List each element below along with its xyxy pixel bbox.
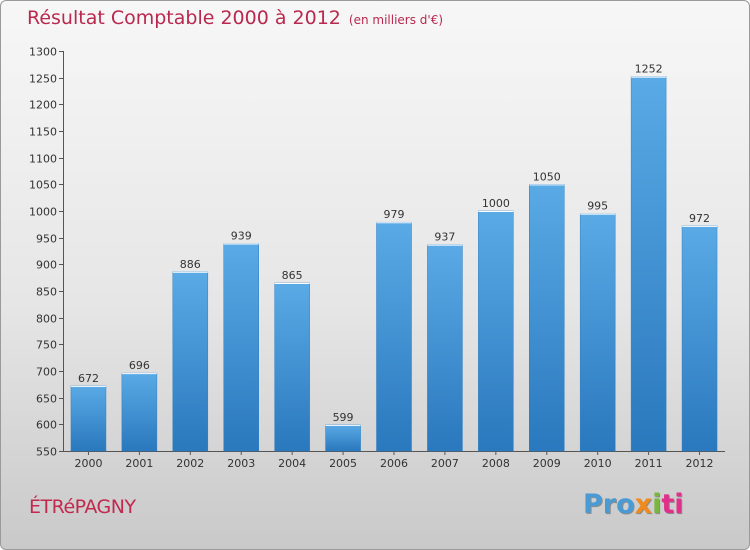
bar-2001	[121, 372, 158, 452]
chart-title: Résultat Comptable 2000 à 2012 (en millie…	[27, 7, 443, 29]
data-label-2011: 1252	[635, 63, 663, 76]
data-label-2000: 672	[78, 372, 99, 385]
bar-2007	[427, 244, 463, 452]
data-label-2009: 1050	[533, 170, 561, 183]
data-label-2012: 972	[689, 212, 710, 225]
data-label-2003: 939	[231, 230, 252, 243]
brand-part-3: i	[652, 489, 662, 520]
y-tick-label: 650	[36, 393, 57, 406]
y-tick-label: 1300	[29, 46, 57, 59]
x-tick-label-2007: 2007	[431, 457, 459, 470]
x-tick-label-2005: 2005	[329, 457, 357, 470]
title-text: Résultat Comptable 2000 à 2012	[27, 7, 341, 29]
y-tick-label: 550	[36, 446, 57, 459]
y-tick-label: 750	[36, 339, 57, 352]
x-tick-label-2000: 2000	[74, 457, 102, 470]
bar-2008	[478, 210, 514, 452]
location-label: ÉTRéPAGNY	[29, 496, 136, 518]
brand-part-2: x	[634, 489, 653, 520]
data-label-2008: 1000	[482, 197, 510, 210]
x-tick-label-2004: 2004	[278, 457, 306, 470]
bars: 672 696 886 939 865 599 979 937 1000 1050 995 1252 9…	[70, 63, 718, 452]
chart-subtitle: (en milliers d'€)	[348, 13, 444, 27]
bar-2005	[325, 424, 361, 452]
data-label-2004: 865	[282, 269, 303, 282]
x-tick-label-2008: 2008	[482, 457, 510, 470]
x-tick-label-2009: 2009	[533, 457, 561, 470]
y-tick-label: 1000	[29, 206, 57, 219]
y-tick-label: 800	[36, 313, 57, 326]
x-tick-label-2012: 2012	[686, 457, 714, 470]
y-tick-label: 1200	[29, 99, 57, 112]
y-tick-label: 950	[36, 233, 57, 246]
bar-2012	[681, 225, 718, 452]
brand-part-4: ti	[661, 489, 684, 520]
bar-2003	[223, 243, 259, 452]
y-tick-label: 1050	[29, 179, 57, 192]
data-label-2010: 995	[587, 200, 608, 213]
y-tick-label: 600	[36, 419, 57, 432]
brand-logo: Proxiti	[583, 489, 684, 520]
data-label-2005: 599	[333, 411, 354, 424]
bar-2004	[274, 282, 310, 452]
x-tick-label-2010: 2010	[584, 457, 612, 470]
y-tick-label: 1150	[29, 126, 57, 139]
bar-2002	[172, 271, 209, 452]
x-tick-label-2006: 2006	[380, 457, 408, 470]
bar-2006	[376, 221, 412, 452]
y-tick-label: 1250	[29, 73, 57, 86]
y-tick-label: 1100	[29, 153, 57, 166]
y-tick-label: 850	[36, 286, 57, 299]
data-label-2006: 979	[384, 208, 405, 221]
x-tick-label-2003: 2003	[227, 457, 255, 470]
brand-part-1: Pro	[583, 489, 635, 520]
bar-2000	[70, 385, 107, 452]
data-label-2007: 937	[434, 231, 455, 244]
bar-2010	[579, 213, 616, 452]
data-label-2002: 886	[180, 258, 201, 271]
bar-2011	[630, 76, 667, 452]
x-tick-label-2011: 2011	[635, 457, 663, 470]
bar-2009	[529, 184, 565, 452]
x-tick-label-2002: 2002	[176, 457, 204, 470]
x-tick-label-2001: 2001	[125, 457, 153, 470]
y-tick-label: 700	[36, 366, 57, 379]
axes: 550 600 650 700 750 800 850 900 950 1000 1050 1100 1…	[29, 46, 725, 470]
data-label-2001: 696	[129, 359, 150, 372]
y-tick-label: 900	[36, 259, 57, 272]
